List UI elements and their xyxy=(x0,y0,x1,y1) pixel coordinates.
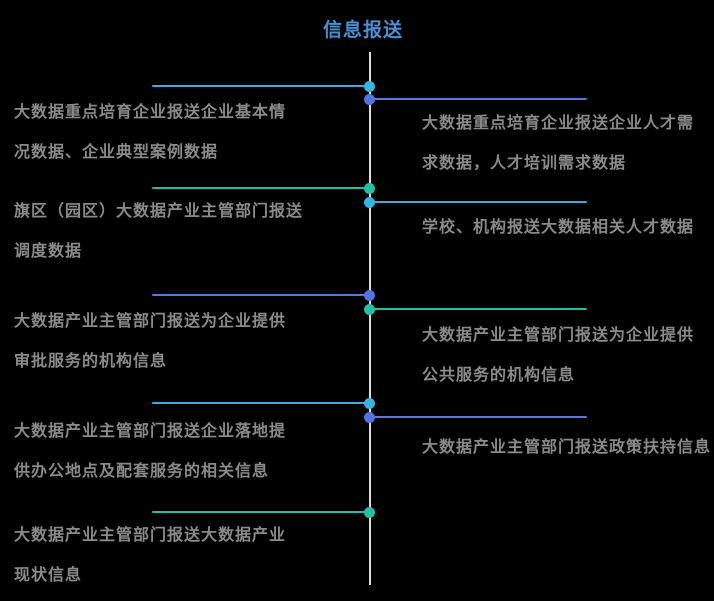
branch-label-line: 况数据、企业典型案例数据 xyxy=(14,144,219,161)
timeline-spine xyxy=(369,52,371,585)
branch-label: 大数据重点培育企业报送企业人才需 求数据，人才培训需求数据 xyxy=(422,113,694,193)
branch-label-line: 调度数据 xyxy=(14,243,83,260)
branch-label: 大数据产业主管部门报送企业落地提 供办公地点及配套服务的相关信息 xyxy=(14,421,286,501)
branch-label-line: 供办公地点及配套服务的相关信息 xyxy=(14,463,270,480)
branch-label-line: 旗区（园区）大数据产业主管部门报送 xyxy=(14,203,304,220)
branch-connector-line xyxy=(369,201,587,203)
branch-label-line: 求数据，人才培训需求数据 xyxy=(422,155,627,172)
branch-label-line: 现状信息 xyxy=(14,567,83,584)
branch-label-line: 审批服务的机构信息 xyxy=(14,353,168,370)
branch-label-line: 大数据产业主管部门报送企业落地提 xyxy=(14,423,287,440)
branch-label-line: 大数据产业主管部门报送大数据产业 xyxy=(14,527,287,544)
branch-connector-line xyxy=(369,308,587,310)
branch-label-line: 公共服务的机构信息 xyxy=(422,367,576,384)
branch-connector-line xyxy=(152,187,371,189)
diagram-title: 信息报送 xyxy=(322,20,404,41)
branch-label-line: 大数据产业主管部门报送为企业提供 xyxy=(14,313,287,330)
branch-label-line: 大数据产业主管部门报送为企业提供 xyxy=(422,327,695,344)
branch-label: 大数据产业主管部门报送政策扶持信息 xyxy=(422,437,711,477)
branch-connector-line xyxy=(152,511,371,513)
branch-connector-line xyxy=(152,294,371,296)
branch-connector-line xyxy=(369,98,587,100)
branch-connector-line xyxy=(369,416,587,418)
branch-label: 大数据重点培育企业报送企业基本情 况数据、企业典型案例数据 xyxy=(14,102,286,182)
branch-label-line: 大数据产业主管部门报送政策扶持信息 xyxy=(422,439,712,456)
branch-connector-line xyxy=(152,402,371,404)
branch-label-line: 大数据重点培育企业报送企业人才需 xyxy=(422,115,695,132)
branch-label: 大数据产业主管部门报送大数据产业 现状信息 xyxy=(14,525,286,601)
branch-label: 大数据产业主管部门报送为企业提供 公共服务的机构信息 xyxy=(422,325,694,405)
branch-label: 大数据产业主管部门报送为企业提供 审批服务的机构信息 xyxy=(14,311,286,391)
branch-connector-line xyxy=(152,85,371,87)
branch-label: 旗区（园区）大数据产业主管部门报送 调度数据 xyxy=(14,201,303,281)
branch-label-line: 学校、机构报送大数据相关人才数据 xyxy=(422,219,695,236)
branch-label: 学校、机构报送大数据相关人才数据 xyxy=(422,217,694,257)
branch-label-line: 大数据重点培育企业报送企业基本情 xyxy=(14,104,287,121)
